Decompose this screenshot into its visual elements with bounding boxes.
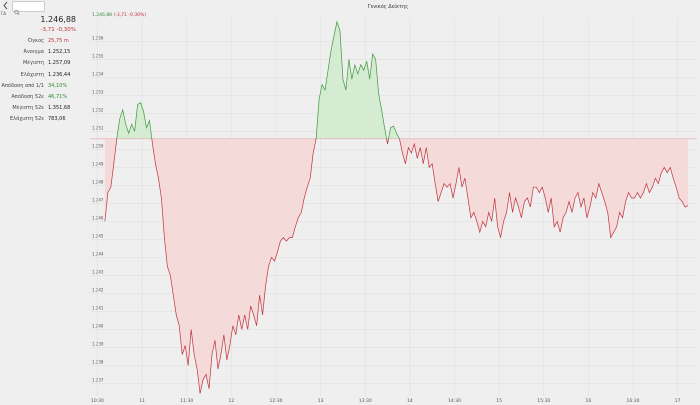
x-tick-label: 10:30	[91, 398, 104, 404]
stat-label: Όγκος	[28, 38, 44, 44]
stat-value: 34,10%	[48, 82, 68, 89]
x-tick-label: 11	[139, 398, 145, 404]
y-tick-label: 1.254	[92, 71, 104, 76]
search-icon	[14, 9, 20, 16]
search-box[interactable]	[12, 1, 45, 16]
stat-value: 1.351,68	[48, 105, 71, 112]
area	[104, 21, 689, 394]
stat-label: Απόδοση 52ε	[11, 94, 44, 100]
y-tick-label: 1.241	[92, 305, 104, 310]
y-tick-label: 1.245	[92, 233, 104, 238]
x-tick-label: 17	[675, 398, 681, 404]
y-tick-label: 1.246	[92, 215, 104, 220]
stat-value: 1.257,09	[48, 60, 71, 67]
chart: Γενικός Δείκτης 1.246,88 (-3,71 -0,30%) …	[88, 0, 700, 405]
price-change: -3,71 -0,30%	[40, 27, 76, 33]
chart-header: 1.246,88 (-3,71 -0,30%)	[92, 12, 146, 18]
x-tick-label: 12	[228, 398, 234, 404]
chart-title: Γενικός Δείκτης	[368, 3, 408, 10]
stat-value: 1.236,44	[48, 71, 71, 78]
y-tick-label: 1.248	[92, 179, 104, 184]
x-tick-label: 14	[407, 398, 413, 404]
symbol: ΓΔ	[1, 11, 6, 16]
y-tick-label: 1.238	[92, 359, 104, 364]
stat-label: Μέγιστη	[22, 60, 44, 67]
stat-label: Απόδοση από 1/1	[1, 82, 44, 89]
y-tick-label: 1.251	[92, 125, 104, 130]
y-tick-label: 1.244	[92, 251, 104, 256]
y-tick-label: 1.243	[92, 269, 104, 274]
x-tick-label: 13:30	[359, 398, 372, 404]
header-change: (-3,71 -0,30%)	[113, 12, 146, 18]
price: 1.246,88	[40, 15, 76, 24]
stat-label: Ελάχιστη 52ε	[10, 116, 44, 123]
y-tick-label: 1.237	[92, 377, 104, 382]
x-tick-label: 15:30	[537, 398, 550, 404]
stat-value: 783,06	[48, 116, 66, 123]
x-tick-label: 16:30	[627, 398, 640, 404]
y-tick-label: 1.240	[92, 323, 104, 328]
x-tick-label: 16	[586, 398, 592, 404]
back-button[interactable]	[0, 0, 12, 11]
y-tick-label: 1.249	[92, 161, 104, 166]
stat-value: 46,71%	[48, 94, 68, 100]
stat-label: Μέγιστη 52ε	[12, 105, 44, 112]
price-line	[104, 20, 689, 394]
x-tick-label: 12:30	[269, 398, 282, 404]
y-tick-label: 1.242	[92, 287, 104, 292]
y-tick-label: 1.250	[92, 143, 104, 148]
y-tick-label: 1.252	[92, 107, 104, 112]
stat-label: Ελάχιστη	[20, 71, 44, 78]
stat-value: 25,75 m	[48, 38, 69, 44]
y-tick-label: 1.247	[92, 197, 104, 202]
x-tick-label: 13	[318, 398, 324, 404]
x-tick-label: 15	[496, 398, 502, 404]
x-tick-label: 14:30	[448, 398, 461, 404]
x-tick-label: 11:30	[180, 398, 193, 404]
header-value: 1.246,88	[92, 12, 112, 18]
stat-label: Άνοιγμα	[23, 49, 44, 56]
y-tick-label: 1.256	[92, 35, 104, 40]
sidebar: ΓΔ 1.246,88 -3,71 -0,30% Όγκος 25,75 m Άνο…	[0, 0, 89, 405]
y-tick-label: 1.253	[92, 89, 104, 94]
stat-value: 1.252,15	[48, 49, 71, 56]
y-tick-label: 1.239	[92, 341, 104, 346]
y-tick-label: 1.255	[92, 53, 104, 58]
